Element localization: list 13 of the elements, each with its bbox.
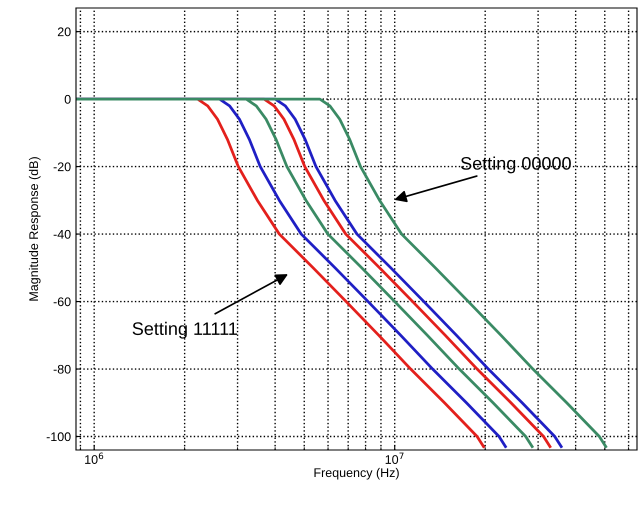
y-tick-label: -80 [54,364,71,374]
y-tick-label: 0 [64,94,71,104]
y-tick-label: -100 [46,432,71,442]
y-axis-title: Magnitude Response (dB) [28,157,41,301]
y-tick-label: -20 [54,162,71,172]
y-tick-label: 20 [58,27,71,36]
y-tick-label: -60 [54,297,71,306]
x-tick-label: 10$^{6}$ [85,452,104,464]
x-tick-label: 10$^{7}$ [386,452,404,464]
annotation: Setting 11111 [132,322,238,339]
annotation: Setting 00000 [460,156,571,174]
y-tick-label: -40 [54,230,71,239]
x-axis-title: Frequency (Hz) [314,468,399,480]
